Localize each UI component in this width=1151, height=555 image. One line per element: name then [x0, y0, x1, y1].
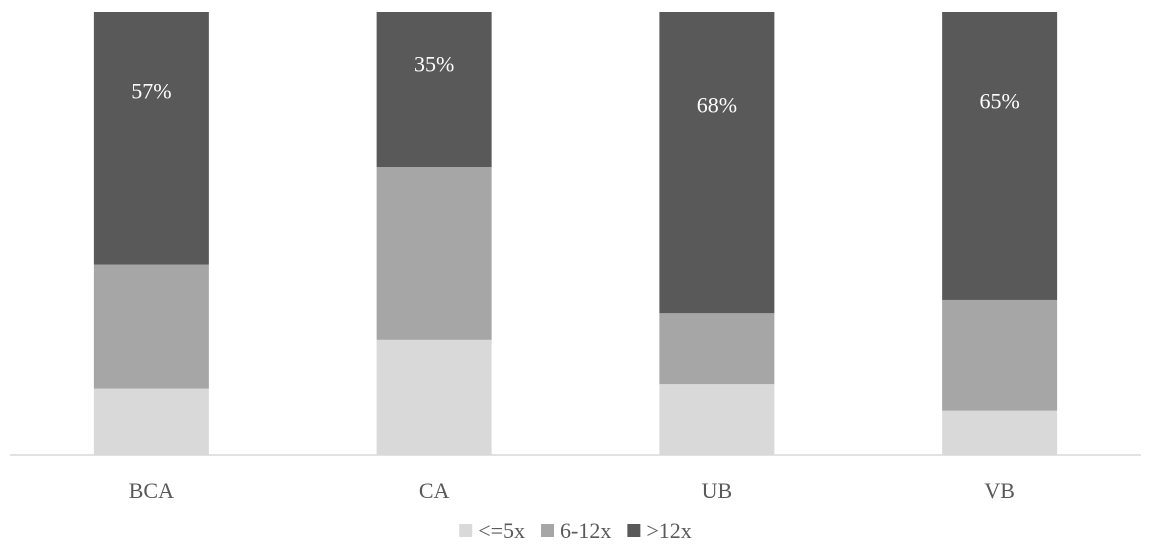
bar-segment-vb-0	[942, 410, 1058, 455]
bar-segment-vb-1	[942, 299, 1058, 411]
bar-segment-bca-2	[93, 12, 209, 265]
bar-segment-ca-0	[376, 339, 492, 455]
legend-label-1: 6-12x	[560, 518, 611, 543]
legend-label-2: >12x	[646, 518, 691, 543]
data-labels-layer: 57% 35% 68% 65%	[131, 51, 1020, 117]
legend-swatch-1	[541, 524, 555, 537]
bar-segment-bca-1	[93, 264, 209, 389]
legend-item-1: 6-12x	[541, 518, 611, 543]
x-tick-labels: BCA CA UB VB	[129, 478, 1015, 503]
x-tick-label-ub: UB	[702, 478, 733, 503]
x-tick-label-vb: VB	[984, 478, 1015, 503]
bar-segment-ca-1	[376, 167, 492, 340]
x-tick-label-bca: BCA	[129, 478, 174, 503]
bars-layer	[93, 12, 1058, 455]
data-label-bca: 57%	[131, 79, 171, 104]
legend-label-0: <=5x	[478, 518, 525, 543]
data-label-vb: 65%	[979, 89, 1019, 114]
bar-segment-bca-0	[93, 388, 209, 455]
x-tick-label-ca: CA	[419, 478, 450, 503]
legend: <=5x 6-12x >12x	[459, 518, 692, 543]
legend-swatch-0	[459, 524, 473, 537]
data-label-ca: 35%	[414, 51, 454, 76]
legend-item-2: >12x	[627, 518, 692, 543]
legend-swatch-2	[627, 524, 641, 537]
bar-segment-ub-0	[659, 384, 775, 455]
bar-segment-vb-2	[942, 12, 1058, 300]
bar-segment-ub-1	[659, 313, 775, 385]
data-label-ub: 68%	[697, 92, 737, 117]
bar-segment-ub-2	[659, 12, 775, 314]
bar-segment-ca-2	[376, 12, 492, 168]
legend-item-0: <=5x	[459, 518, 525, 543]
